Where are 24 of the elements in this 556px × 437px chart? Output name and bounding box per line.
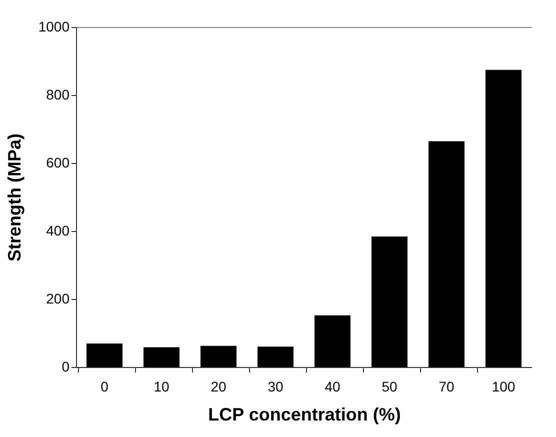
y-tick-label: 0 bbox=[62, 358, 70, 374]
x-tick-label: 30 bbox=[268, 378, 284, 394]
x-tick-label: 0 bbox=[100, 378, 109, 394]
y-tick-label: 600 bbox=[46, 154, 70, 170]
x-axis-title: LCP concentration (%) bbox=[208, 404, 401, 424]
y-tick-label: 400 bbox=[46, 222, 70, 238]
bar bbox=[314, 315, 350, 367]
y-tick-label: 800 bbox=[46, 86, 70, 102]
bar bbox=[86, 344, 122, 367]
x-tick-label: 40 bbox=[324, 378, 340, 394]
bar bbox=[428, 141, 464, 367]
x-tick-label: 10 bbox=[154, 378, 170, 394]
bar bbox=[200, 346, 236, 367]
x-tick-label: 100 bbox=[492, 378, 516, 394]
y-tick-label: 1000 bbox=[38, 18, 70, 34]
bar bbox=[258, 346, 294, 367]
bar bbox=[372, 236, 408, 367]
y-tick-label: 200 bbox=[46, 290, 70, 306]
x-tick-label: 50 bbox=[382, 378, 398, 394]
y-axis-title: Strength (MPa) bbox=[4, 134, 24, 262]
x-tick-label: 70 bbox=[438, 378, 454, 394]
bar bbox=[144, 347, 180, 367]
bar bbox=[486, 70, 522, 367]
x-tick-label: 20 bbox=[210, 378, 226, 394]
